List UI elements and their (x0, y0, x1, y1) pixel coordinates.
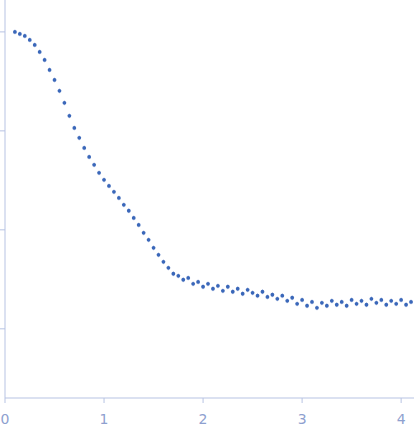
data-point (122, 203, 126, 207)
data-point (399, 298, 403, 302)
data-point (206, 282, 210, 286)
data-point (112, 190, 116, 194)
data-point (18, 32, 22, 36)
x-tick (401, 398, 402, 403)
data-point (92, 163, 96, 167)
y-tick (0, 229, 5, 230)
x-tick (203, 398, 204, 403)
data-point (404, 303, 408, 307)
data-point (241, 292, 245, 296)
data-point (77, 136, 81, 140)
chart: 0 1 2 3 4 (0, 0, 414, 437)
data-point (181, 278, 185, 282)
x-tick (104, 398, 105, 403)
data-point (236, 287, 240, 291)
data-point (82, 146, 86, 150)
data-point (355, 302, 359, 306)
x-tick-label: 4 (397, 411, 406, 427)
data-point (360, 299, 364, 303)
x-tick (5, 398, 6, 403)
data-point (53, 78, 57, 82)
x-tick-label: 1 (100, 411, 109, 427)
data-point (345, 304, 349, 308)
x-tick-label: 3 (298, 411, 307, 427)
data-point (384, 303, 388, 307)
data-point (97, 171, 101, 175)
data-point (157, 253, 161, 257)
data-point (107, 184, 111, 188)
data-point (72, 126, 76, 130)
data-point (350, 298, 354, 302)
data-point (33, 43, 37, 47)
data-point (87, 155, 91, 159)
data-point (23, 34, 27, 38)
data-point (142, 231, 146, 235)
data-point (335, 303, 339, 307)
data-point (305, 304, 309, 308)
data-point (290, 296, 294, 300)
data-point (226, 285, 230, 289)
data-point (256, 294, 260, 298)
data-point (300, 298, 304, 302)
data-point (67, 114, 71, 118)
data-point (266, 295, 270, 299)
data-point (270, 293, 274, 297)
data-point (275, 297, 279, 301)
data-point (127, 209, 131, 213)
data-point (137, 223, 141, 227)
data-point (330, 299, 334, 303)
data-point (171, 272, 175, 276)
data-point (394, 302, 398, 306)
data-point (315, 306, 319, 310)
data-point (389, 299, 393, 303)
data-point (43, 58, 47, 62)
data-point (325, 304, 329, 308)
data-point (295, 302, 299, 306)
data-point (285, 299, 289, 303)
data-point (48, 68, 52, 72)
data-point (216, 284, 220, 288)
data-point (365, 303, 369, 307)
data-point (211, 287, 215, 291)
data-point (251, 291, 255, 295)
y-tick (0, 31, 5, 32)
data-point (231, 290, 235, 294)
x-tick-label: 0 (1, 411, 10, 427)
points (13, 29, 413, 310)
data-point (374, 301, 378, 305)
data-point (117, 196, 121, 200)
data-point (221, 289, 225, 293)
data-point (167, 266, 171, 270)
data-point (196, 280, 200, 284)
data-point (162, 260, 166, 264)
data-point (409, 300, 413, 304)
y-axis (5, 0, 6, 398)
data-point (152, 246, 156, 250)
data-point (132, 216, 136, 220)
data-point (280, 294, 284, 298)
data-point (13, 30, 17, 34)
data-point (340, 300, 344, 304)
data-point (191, 282, 195, 286)
data-point (28, 38, 32, 42)
data-point (186, 276, 190, 280)
y-tick (0, 328, 5, 329)
data-point (261, 290, 265, 294)
data-point (310, 300, 314, 304)
data-point (58, 89, 62, 93)
data-point (63, 101, 67, 105)
data-point (102, 178, 106, 182)
data-point (379, 298, 383, 302)
data-point (246, 288, 250, 292)
data-point (38, 50, 42, 54)
data-point (176, 274, 180, 278)
data-point (201, 285, 205, 289)
data-point (147, 238, 151, 242)
x-tick-label: 2 (199, 411, 208, 427)
x-tick (302, 398, 303, 403)
y-tick (0, 130, 5, 131)
x-axis (5, 398, 414, 399)
data-point (370, 297, 374, 301)
data-point (320, 301, 324, 305)
